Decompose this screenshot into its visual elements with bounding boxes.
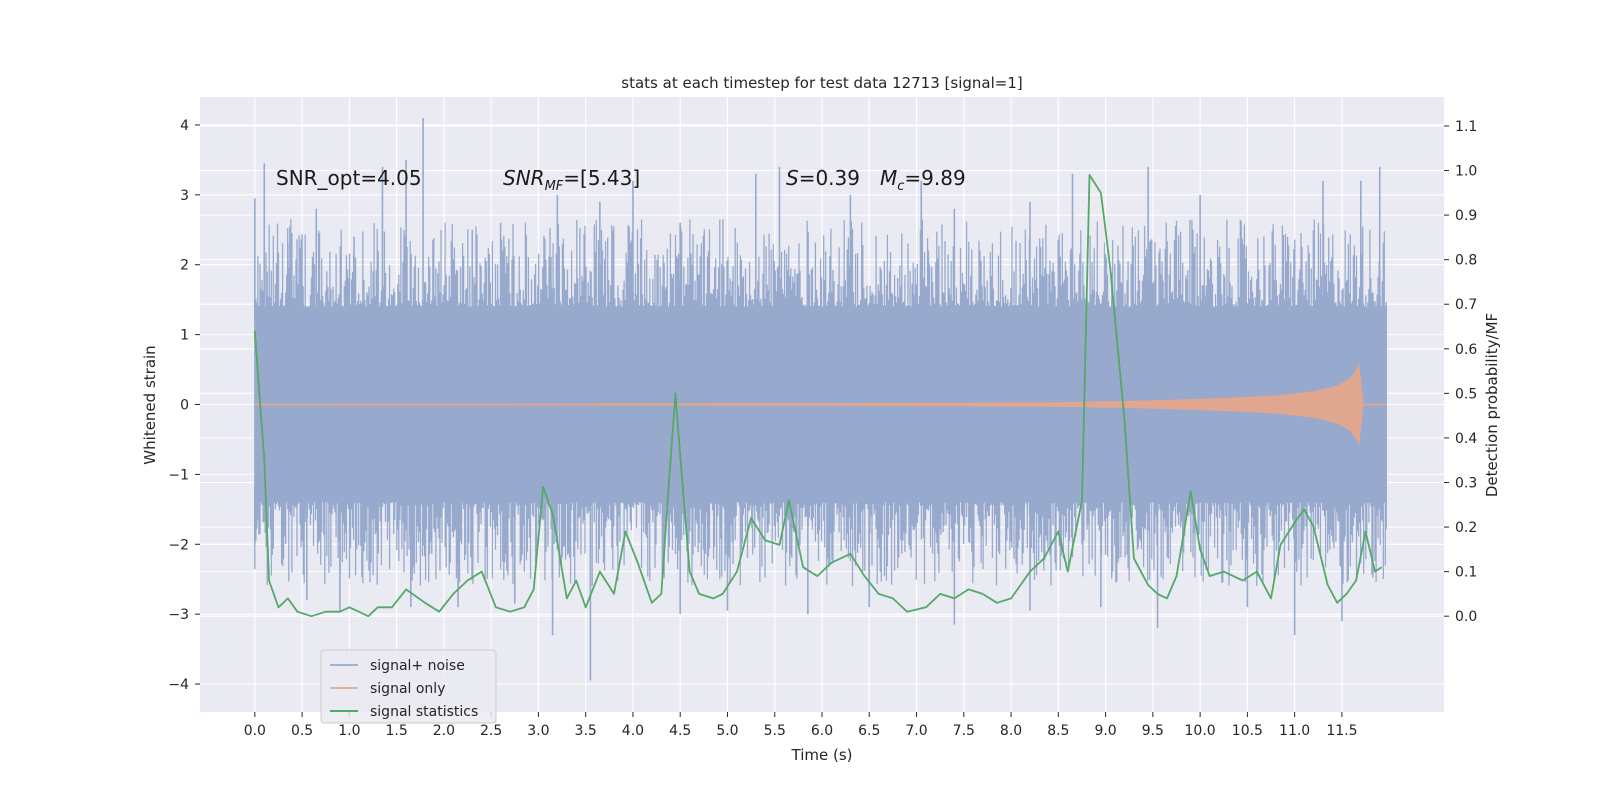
legend-label: signal statistics bbox=[370, 704, 478, 720]
y-tick-label: 1 bbox=[180, 328, 189, 344]
y-tick-label: 2 bbox=[180, 258, 189, 274]
y2-tick-label: 0.0 bbox=[1455, 609, 1477, 625]
y-axis-label: Whitened strain bbox=[141, 345, 159, 464]
y-tick-label: 3 bbox=[180, 188, 189, 204]
legend-box bbox=[320, 649, 497, 724]
y2-tick-label: 1.0 bbox=[1455, 164, 1477, 180]
x-tick-label: 7.5 bbox=[953, 723, 975, 739]
annotation-text: Mc=9.89 bbox=[880, 166, 966, 194]
x-tick-label: 6.0 bbox=[811, 723, 833, 739]
y2-tick-label: 0.5 bbox=[1455, 386, 1477, 402]
annotation-text: SNRMF=[5.43] bbox=[503, 166, 640, 194]
y2-tick-label: 0.6 bbox=[1455, 342, 1477, 358]
x-tick-label: 9.0 bbox=[1094, 723, 1116, 739]
x-tick-label: 2.0 bbox=[433, 723, 455, 739]
legend-label: signal+ noise bbox=[370, 658, 465, 674]
legend-label: signal only bbox=[370, 681, 445, 697]
x-tick-label: 2.5 bbox=[480, 723, 502, 739]
x-tick-label: 11.0 bbox=[1279, 723, 1310, 739]
y2-tick-label: 0.3 bbox=[1455, 475, 1477, 491]
x-tick-label: 5.0 bbox=[716, 723, 738, 739]
x-tick-label: 0.5 bbox=[291, 723, 313, 739]
x-tick-label: 10.0 bbox=[1185, 723, 1216, 739]
annotation-text: SNR_opt=4.05 bbox=[276, 166, 422, 190]
y2-tick-label: 0.4 bbox=[1455, 431, 1477, 447]
legend: signal+ noise signal only signal statistic… bbox=[320, 649, 497, 724]
x-tick-label: 3.0 bbox=[527, 723, 549, 739]
x-tick-label: 5.5 bbox=[764, 723, 786, 739]
y-tick-label: −3 bbox=[168, 607, 189, 623]
statistics-series bbox=[253, 174, 1383, 618]
x-tick-label: 8.0 bbox=[1000, 723, 1022, 739]
x-tick-label: 8.5 bbox=[1047, 723, 1069, 739]
x-tick-label: 4.5 bbox=[669, 723, 691, 739]
y2-tick-label: 0.8 bbox=[1455, 253, 1477, 269]
axis-ticks: 0.0 0.5 1.0 1.5 2.0 2.5 3.0 3.5 4.0 4.5 5.0 5.5 6.0 6… bbox=[168, 118, 1477, 739]
x-tick-label: 1.5 bbox=[385, 723, 407, 739]
x-tick-label: 9.5 bbox=[1142, 723, 1164, 739]
x-tick-label: 11.5 bbox=[1326, 723, 1357, 739]
annotations: SNR_opt=4.05 SNRMF=[5.43] S=0.39 Mc=9.89 bbox=[276, 166, 966, 194]
x-tick-label: 7.0 bbox=[905, 723, 927, 739]
y-tick-label: −1 bbox=[168, 467, 189, 483]
x-tick-label: 3.5 bbox=[575, 723, 597, 739]
y-tick-label: 4 bbox=[180, 118, 189, 134]
y2-axis-label: Detection probability/MF bbox=[1483, 313, 1501, 497]
signal-series bbox=[254, 364, 1387, 445]
y2-tick-label: 1.1 bbox=[1455, 119, 1477, 135]
y-tick-label: −4 bbox=[168, 677, 189, 693]
x-tick-label: 0.0 bbox=[244, 723, 266, 739]
y-tick-label: −2 bbox=[168, 537, 189, 553]
y-tick-label: 0 bbox=[180, 398, 189, 414]
y2-tick-label: 0.7 bbox=[1455, 297, 1477, 313]
x-tick-label: 6.5 bbox=[858, 723, 880, 739]
statistics-line bbox=[253, 174, 1383, 618]
x-axis-label: Time (s) bbox=[791, 746, 853, 764]
x-tick-label: 10.5 bbox=[1232, 723, 1263, 739]
y2-tick-label: 0.1 bbox=[1455, 565, 1477, 581]
chart-title: stats at each timestep for test data 127… bbox=[621, 74, 1022, 92]
y2-tick-label: 0.9 bbox=[1455, 208, 1477, 224]
x-tick-label: 4.0 bbox=[622, 723, 644, 739]
y2-tick-label: 0.2 bbox=[1455, 520, 1477, 536]
annotation-text: S=0.39 bbox=[786, 166, 860, 190]
x-tick-label: 1.0 bbox=[338, 723, 360, 739]
